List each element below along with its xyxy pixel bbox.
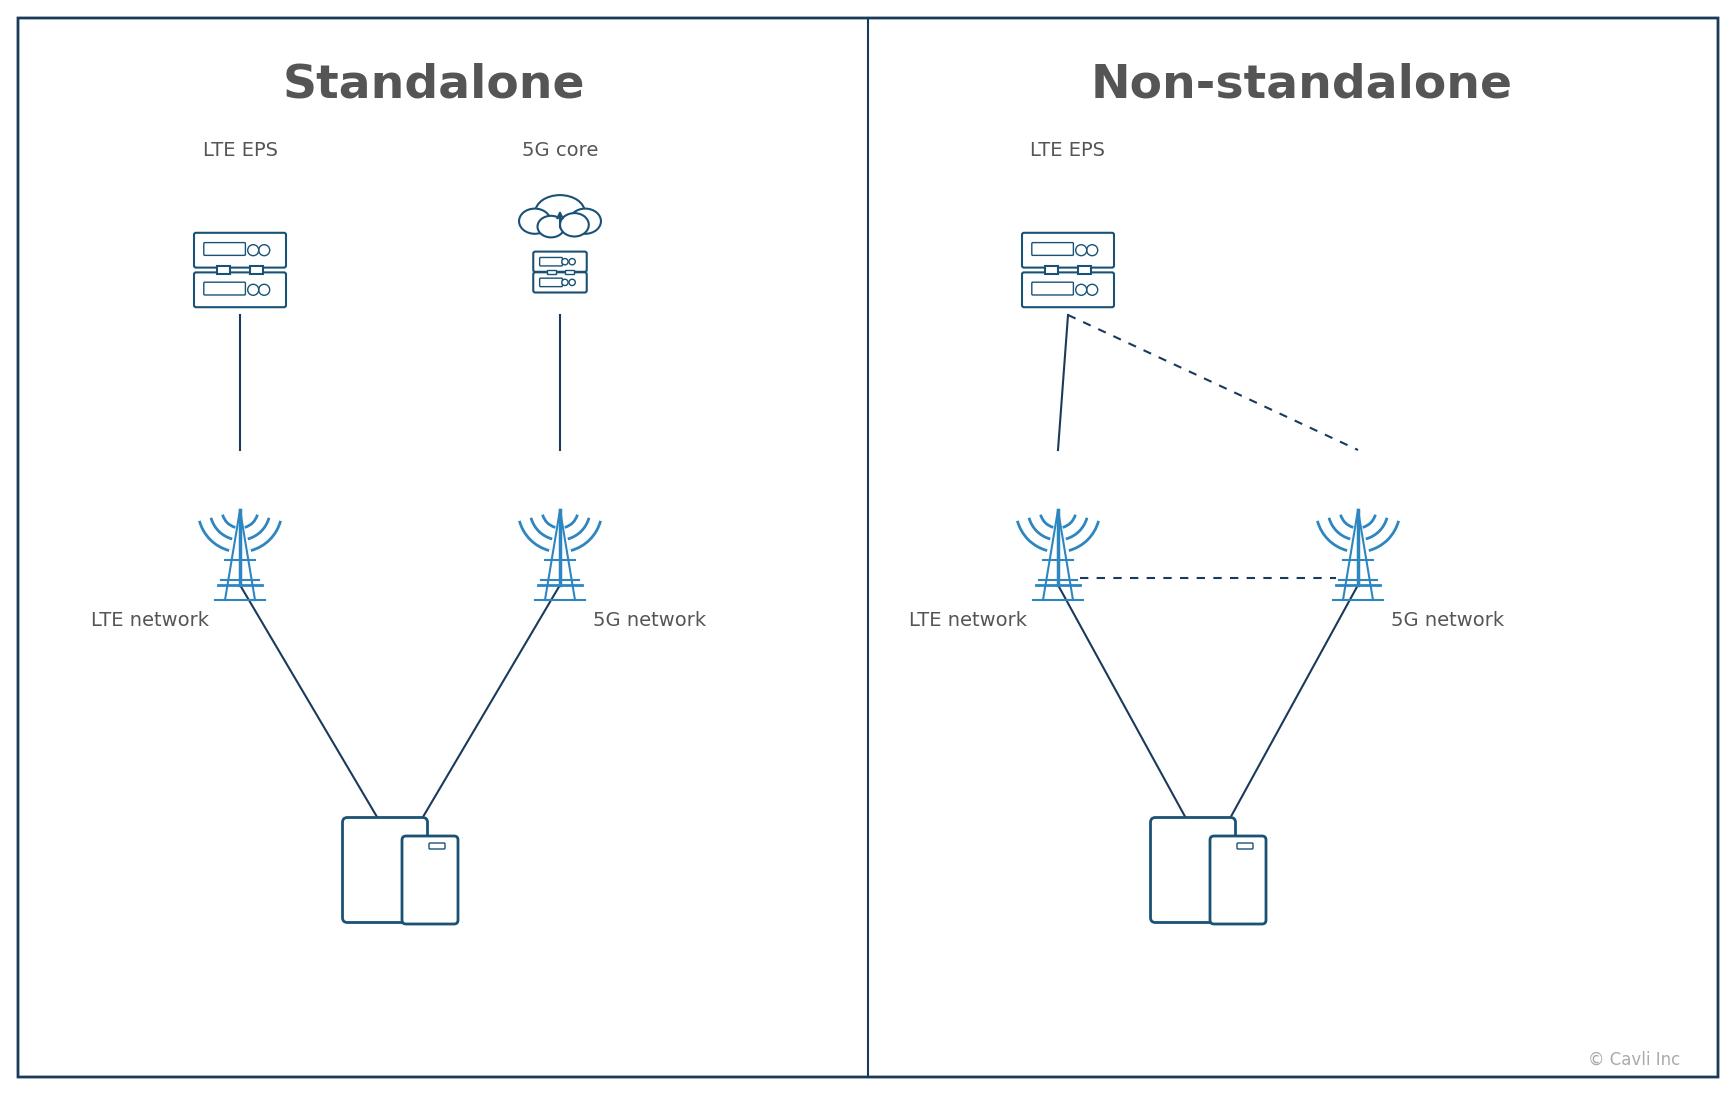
Bar xyxy=(1078,266,1092,275)
FancyBboxPatch shape xyxy=(194,233,286,267)
Bar xyxy=(564,269,573,275)
Text: Non-standalone: Non-standalone xyxy=(1090,62,1514,107)
FancyBboxPatch shape xyxy=(533,273,587,292)
Circle shape xyxy=(562,279,568,286)
FancyBboxPatch shape xyxy=(342,818,427,922)
Text: 5G network: 5G network xyxy=(594,611,707,630)
Bar xyxy=(250,266,264,275)
Circle shape xyxy=(259,285,269,296)
Circle shape xyxy=(1087,285,1097,296)
FancyBboxPatch shape xyxy=(194,273,286,308)
Text: 5G network: 5G network xyxy=(1392,611,1505,630)
FancyBboxPatch shape xyxy=(540,257,562,266)
Text: Standalone: Standalone xyxy=(283,62,585,107)
Text: 5G core: 5G core xyxy=(523,140,599,160)
Circle shape xyxy=(569,258,575,265)
FancyBboxPatch shape xyxy=(1031,243,1073,255)
FancyBboxPatch shape xyxy=(1151,818,1236,922)
Ellipse shape xyxy=(519,209,550,234)
Circle shape xyxy=(259,244,269,256)
FancyBboxPatch shape xyxy=(429,843,444,849)
Ellipse shape xyxy=(561,214,589,237)
Circle shape xyxy=(1087,244,1097,256)
Circle shape xyxy=(569,279,575,286)
FancyBboxPatch shape xyxy=(540,278,562,287)
FancyBboxPatch shape xyxy=(17,18,1719,1077)
FancyBboxPatch shape xyxy=(203,283,245,295)
Circle shape xyxy=(248,244,259,256)
Text: © Cavli Inc: © Cavli Inc xyxy=(1588,1051,1680,1069)
FancyBboxPatch shape xyxy=(1031,283,1073,295)
Text: LTE network: LTE network xyxy=(910,611,1028,630)
FancyBboxPatch shape xyxy=(1210,835,1266,924)
Bar xyxy=(547,269,556,275)
FancyBboxPatch shape xyxy=(203,243,245,255)
FancyBboxPatch shape xyxy=(403,835,458,924)
Text: LTE EPS: LTE EPS xyxy=(203,140,278,160)
Text: LTE EPS: LTE EPS xyxy=(1031,140,1106,160)
FancyBboxPatch shape xyxy=(1238,843,1253,849)
Ellipse shape xyxy=(535,195,585,229)
FancyBboxPatch shape xyxy=(533,252,587,272)
Circle shape xyxy=(1076,244,1087,256)
Text: LTE network: LTE network xyxy=(90,611,208,630)
Ellipse shape xyxy=(538,216,564,238)
Bar xyxy=(217,266,231,275)
Ellipse shape xyxy=(569,209,601,234)
Circle shape xyxy=(562,258,568,265)
FancyBboxPatch shape xyxy=(1023,273,1115,308)
Circle shape xyxy=(1076,285,1087,296)
Bar xyxy=(1045,266,1059,275)
Circle shape xyxy=(248,285,259,296)
FancyBboxPatch shape xyxy=(1023,233,1115,267)
